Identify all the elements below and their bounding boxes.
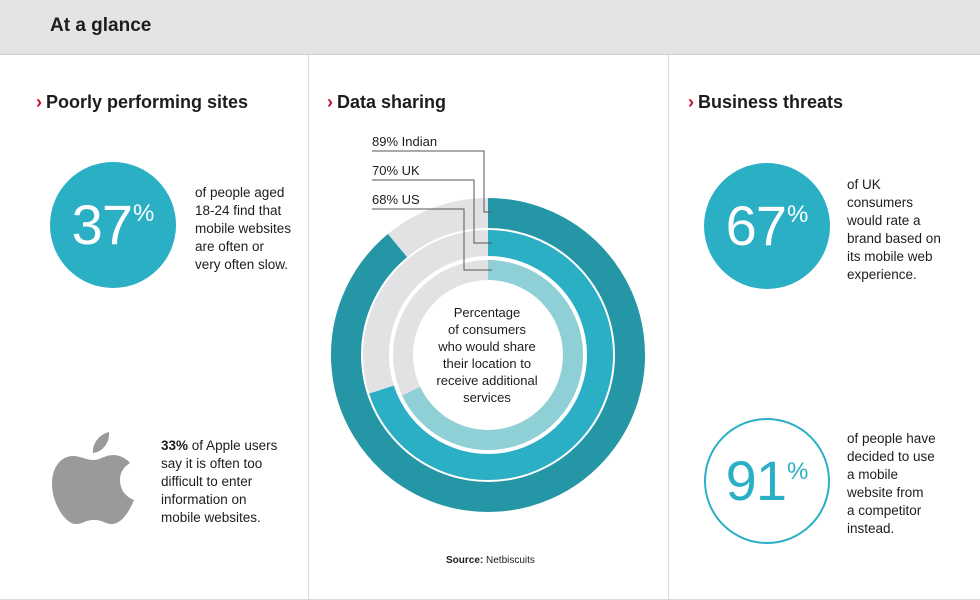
stat-unit: % [786,201,809,228]
desc-line: its mobile web [847,249,933,264]
desc-line: of people have [847,431,936,446]
header-bar: At a glance [0,0,980,55]
column-divider [308,55,309,600]
ring-arc-indian [331,198,645,512]
center-line: receive additional [436,373,538,388]
desc-line: experience. [847,267,917,282]
desc-line: consumers [847,195,914,210]
column-divider [668,55,669,600]
page-title: At a glance [50,15,152,36]
center-line: services [463,390,511,405]
desc-line: very often slow. [195,257,289,272]
ring-arc-us [402,260,583,450]
desc-line: decided to use [847,449,935,464]
desc-text: of Apple users [191,438,278,453]
stat-unit: % [132,200,155,227]
section-title-business-threats: › Business threats [688,92,843,113]
desc-line: a competitor [847,503,922,518]
section-title-label: Poorly performing sites [46,92,249,112]
ring-arc-uk [369,230,613,480]
legend-label: 70% UK [372,163,420,178]
legend-label: 68% US [372,192,420,207]
desc-line: information on [161,492,247,507]
chevron-right-icon: › [36,92,42,112]
desc-line: of people aged [195,185,285,200]
center-line: of consumers [447,322,527,337]
stat-circle-67: 67% [704,163,830,289]
legend-label: 89% Indian [372,134,438,149]
desc-line: mobile websites. [161,510,261,525]
center-line: their location to [442,356,532,371]
stat-circle-91: 91% [704,418,830,544]
desc-line: 33% of Apple users [161,437,277,455]
stat-description: of UK consumers would rate a brand based… [847,176,941,284]
apple-description: 33% of Apple users say it is often too d… [161,437,277,527]
stat-circle-37: 37% [50,162,176,288]
desc-line: mobile websites [195,221,292,236]
stat-value: 37 [71,193,133,256]
desc-line: instead. [847,521,895,536]
desc-line: say it is often too [161,456,263,471]
chevron-right-icon: › [327,92,333,112]
stat-description: of people aged 18-24 find that mobile we… [195,184,291,274]
desc-line: difficult to enter [161,474,253,489]
desc-line: are often or [195,239,265,254]
desc-line: a mobile [847,467,899,482]
source-value: Netbiscuits [486,555,535,566]
desc-line: of UK [847,177,881,192]
chart-center-label: Percentage of consumers who would share … [420,304,554,406]
leader-line-indian [372,150,492,213]
section-title-poorly-performing: › Poorly performing sites [36,92,248,113]
stat-value: 91 [725,449,787,512]
leader-line-uk [372,179,492,244]
stat-value: 67 [725,194,787,257]
section-title-data-sharing: › Data sharing [327,92,446,113]
leader-line-us [372,208,492,271]
stat-description: of people have decided to use a mobile w… [847,430,936,538]
stat-unit: % [786,458,809,485]
center-line: who would share [438,339,536,354]
section-title-label: Data sharing [337,92,447,112]
desc-line: would rate a [847,213,921,228]
center-line: Percentage [453,305,521,320]
chevron-right-icon: › [688,92,694,112]
section-title-label: Business threats [698,92,844,112]
source-note: Source: Netbiscuits [446,555,535,566]
desc-line: website from [847,485,924,500]
apple-stat: 33% [161,438,189,453]
apple-logo-icon [52,432,134,524]
desc-line: brand based on [847,231,941,246]
desc-line: 18-24 find that [195,203,282,218]
source-label: Source: [446,555,484,566]
